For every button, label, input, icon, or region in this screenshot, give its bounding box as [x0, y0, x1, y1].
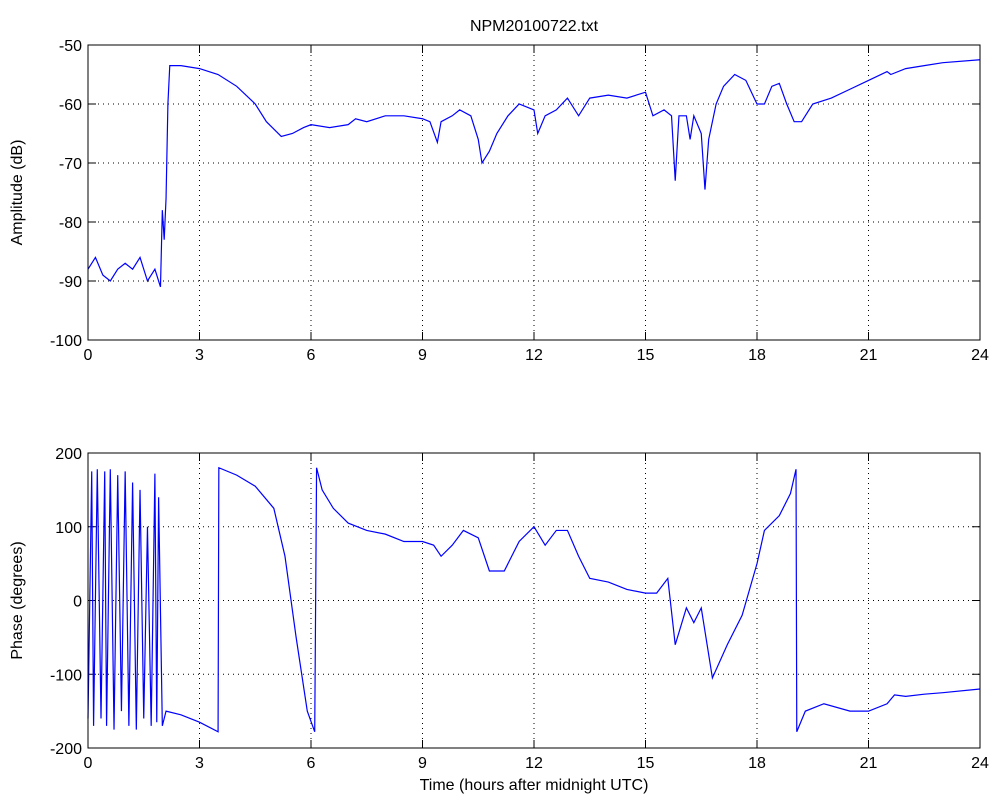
x-tick-label: 3	[195, 347, 204, 364]
y-tick-label: -50	[59, 38, 82, 55]
y-tick-label: 200	[55, 446, 82, 463]
y-tick-label: 100	[55, 520, 82, 537]
x-tick-label: 15	[637, 347, 655, 364]
y-tick-label: -90	[59, 274, 82, 291]
data-line	[87, 59, 981, 288]
x-tick-label: 24	[971, 755, 989, 772]
x-tick-label: 9	[418, 347, 427, 364]
y-tick-label: -60	[59, 97, 82, 114]
y-axis-label: Phase (degrees)	[9, 541, 26, 659]
x-axis-label: Time (hours after midnight UTC)	[420, 777, 649, 794]
x-tick-label: 18	[748, 755, 766, 772]
x-tick-label: 24	[971, 347, 989, 364]
y-tick-label: -70	[59, 156, 82, 173]
chart-title: NPM20100722.txt	[470, 18, 599, 35]
y-tick-label: -80	[59, 215, 82, 232]
y-tick-label: -200	[50, 741, 82, 758]
x-tick-label: 0	[84, 755, 93, 772]
data-line	[87, 466, 981, 733]
x-tick-label: 3	[195, 755, 204, 772]
x-tick-label: 21	[860, 755, 878, 772]
x-tick-label: 12	[525, 755, 543, 772]
y-tick-label: -100	[50, 667, 82, 684]
x-tick-label: 12	[525, 347, 543, 364]
x-tick-label: 6	[307, 755, 316, 772]
x-tick-label: 9	[418, 755, 427, 772]
x-tick-label: 0	[84, 347, 93, 364]
x-tick-label: 18	[748, 347, 766, 364]
axes-frame	[87, 452, 981, 749]
x-tick-label: 15	[637, 755, 655, 772]
x-tick-label: 21	[860, 347, 878, 364]
y-tick-label: 0	[73, 594, 82, 611]
axes-frame	[87, 44, 981, 341]
x-tick-label: 6	[307, 347, 316, 364]
y-tick-label: -100	[50, 333, 82, 350]
y-axis-label: Amplitude (dB)	[9, 140, 26, 246]
